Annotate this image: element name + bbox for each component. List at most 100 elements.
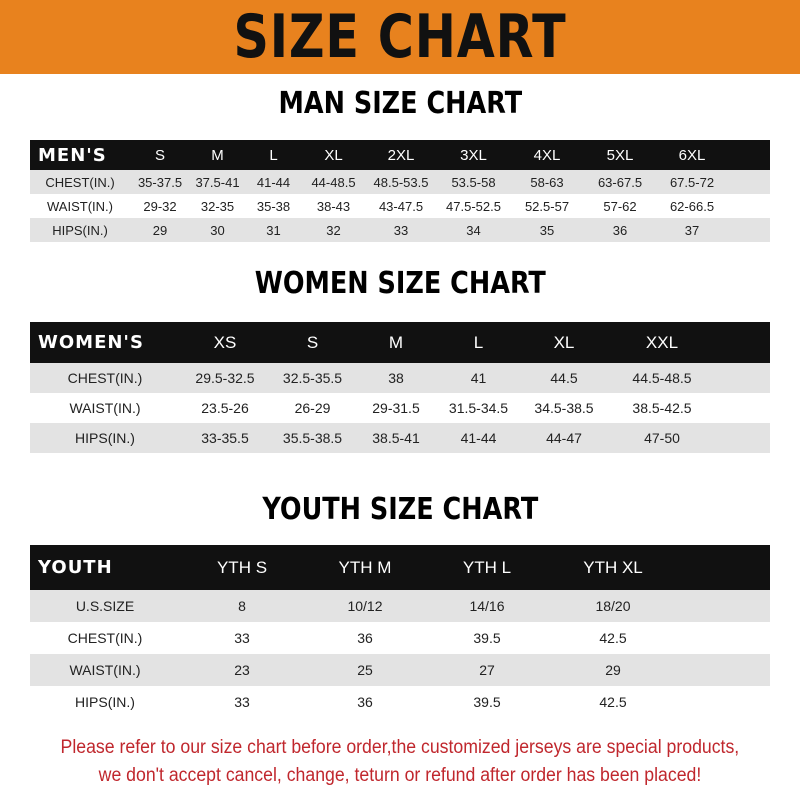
- row-spacer: [716, 363, 770, 393]
- size-header-l: L: [437, 322, 520, 363]
- measurement-cell: 10/12: [304, 590, 426, 622]
- row-label: WAIST(IN.): [30, 194, 130, 218]
- table-row: WAIST(IN.) 23.5-26 26-29 29-31.5 31.5-34.5 34…: [30, 393, 770, 423]
- measurement-cell: 37.5-41: [190, 170, 245, 194]
- size-header-s: S: [130, 140, 190, 170]
- banner-title: SIZE CHART: [233, 2, 567, 72]
- men-section-title: MAN SIZE CHART: [0, 86, 800, 121]
- measurement-cell: 29-32: [130, 194, 190, 218]
- women-corner-label: WOMEN'S: [30, 322, 180, 363]
- measurement-cell: 44-47: [520, 423, 608, 453]
- measurement-cell: 48.5-53.5: [365, 170, 437, 194]
- table-row: WAIST(IN.) 29-32 32-35 35-38 38-43 43-47.5 47.…: [30, 194, 770, 218]
- measurement-cell: 32-35: [190, 194, 245, 218]
- size-chart-banner: SIZE CHART: [0, 0, 800, 74]
- measurement-cell: 32: [302, 218, 365, 242]
- size-header-5xl: 5XL: [584, 140, 656, 170]
- measurement-cell: 44.5-48.5: [608, 363, 716, 393]
- men-title-text: MAN SIZE CHART: [278, 86, 522, 121]
- measurement-cell: 33: [180, 686, 304, 718]
- row-spacer: [678, 590, 770, 622]
- measurement-cell: 38-43: [302, 194, 365, 218]
- size-header-l: L: [245, 140, 302, 170]
- header-spacer: [728, 140, 770, 170]
- measurement-cell: 41-44: [437, 423, 520, 453]
- youth-size-table: YOUTH YTH S YTH M YTH L YTH XL U.S.SIZE 8 10/12…: [30, 545, 770, 718]
- measurement-cell: 44.5: [520, 363, 608, 393]
- size-header-2xl: 2XL: [365, 140, 437, 170]
- size-header-s: S: [270, 322, 355, 363]
- table-row: CHEST(IN.) 35-37.5 37.5-41 41-44 44-48.5 48.5…: [30, 170, 770, 194]
- size-header-6xl: 6XL: [656, 140, 728, 170]
- measurement-cell: 27: [426, 654, 548, 686]
- size-header-yth-m: YTH M: [304, 545, 426, 590]
- men-size-table: MEN'S S M L XL 2XL 3XL 4XL 5XL 6XL CHEST(IN.) 35-37…: [30, 140, 770, 242]
- men-corner-label: MEN'S: [30, 140, 130, 170]
- row-label: CHEST(IN.): [30, 363, 180, 393]
- women-section-title: WOMEN SIZE CHART: [0, 266, 800, 301]
- row-label: U.S.SIZE: [30, 590, 180, 622]
- measurement-cell: 43-47.5: [365, 194, 437, 218]
- measurement-cell: 25: [304, 654, 426, 686]
- row-spacer: [678, 654, 770, 686]
- size-header-xl: XL: [302, 140, 365, 170]
- measurement-cell: 29.5-32.5: [180, 363, 270, 393]
- size-header-m: M: [355, 322, 437, 363]
- order-notice: Please refer to our size chart before or…: [0, 734, 800, 790]
- row-label: CHEST(IN.): [30, 170, 130, 194]
- measurement-cell: 52.5-57: [510, 194, 584, 218]
- row-spacer: [678, 622, 770, 654]
- measurement-cell: 33: [180, 622, 304, 654]
- notice-line-2: we don't accept cancel, change, teturn o…: [98, 765, 702, 786]
- header-spacer: [678, 545, 770, 590]
- measurement-cell: 33-35.5: [180, 423, 270, 453]
- measurement-cell: 53.5-58: [437, 170, 510, 194]
- measurement-cell: 41-44: [245, 170, 302, 194]
- measurement-cell: 36: [304, 686, 426, 718]
- measurement-cell: 42.5: [548, 686, 678, 718]
- measurement-cell: 38.5-42.5: [608, 393, 716, 423]
- table-row: HIPS(IN.) 33 36 39.5 42.5: [30, 686, 770, 718]
- table-row: HIPS(IN.) 29 30 31 32 33 34 35 36 37: [30, 218, 770, 242]
- measurement-cell: 35-37.5: [130, 170, 190, 194]
- measurement-cell: 33: [365, 218, 437, 242]
- measurement-cell: 42.5: [548, 622, 678, 654]
- measurement-cell: 23: [180, 654, 304, 686]
- size-header-yth-s: YTH S: [180, 545, 304, 590]
- measurement-cell: 47-50: [608, 423, 716, 453]
- header-spacer: [716, 322, 770, 363]
- youth-title-text: YOUTH SIZE CHART: [262, 492, 538, 527]
- measurement-cell: 31: [245, 218, 302, 242]
- size-header-3xl: 3XL: [437, 140, 510, 170]
- measurement-cell: 26-29: [270, 393, 355, 423]
- measurement-cell: 14/16: [426, 590, 548, 622]
- measurement-cell: 35-38: [245, 194, 302, 218]
- row-spacer: [728, 170, 770, 194]
- youth-section-title: YOUTH SIZE CHART: [0, 492, 800, 527]
- row-spacer: [728, 194, 770, 218]
- row-label: WAIST(IN.): [30, 654, 180, 686]
- row-label: HIPS(IN.): [30, 686, 180, 718]
- measurement-cell: 35: [510, 218, 584, 242]
- size-header-xs: XS: [180, 322, 270, 363]
- women-title-text: WOMEN SIZE CHART: [254, 266, 546, 301]
- measurement-cell: 32.5-35.5: [270, 363, 355, 393]
- youth-header-row: YOUTH YTH S YTH M YTH L YTH XL: [30, 545, 770, 590]
- measurement-cell: 23.5-26: [180, 393, 270, 423]
- size-header-4xl: 4XL: [510, 140, 584, 170]
- row-label: WAIST(IN.): [30, 393, 180, 423]
- women-size-table: WOMEN'S XS S M L XL XXL CHEST(IN.) 29.5-32.5 32.5…: [30, 322, 770, 453]
- measurement-cell: 29: [548, 654, 678, 686]
- row-label: CHEST(IN.): [30, 622, 180, 654]
- size-header-yth-xl: YTH XL: [548, 545, 678, 590]
- table-row: HIPS(IN.) 33-35.5 35.5-38.5 38.5-41 41-44 44-…: [30, 423, 770, 453]
- size-header-yth-l: YTH L: [426, 545, 548, 590]
- measurement-cell: 39.5: [426, 686, 548, 718]
- measurement-cell: 38: [355, 363, 437, 393]
- row-spacer: [678, 686, 770, 718]
- measurement-cell: 29: [130, 218, 190, 242]
- men-header-row: MEN'S S M L XL 2XL 3XL 4XL 5XL 6XL: [30, 140, 770, 170]
- size-header-m: M: [190, 140, 245, 170]
- measurement-cell: 35.5-38.5: [270, 423, 355, 453]
- size-header-xl: XL: [520, 322, 608, 363]
